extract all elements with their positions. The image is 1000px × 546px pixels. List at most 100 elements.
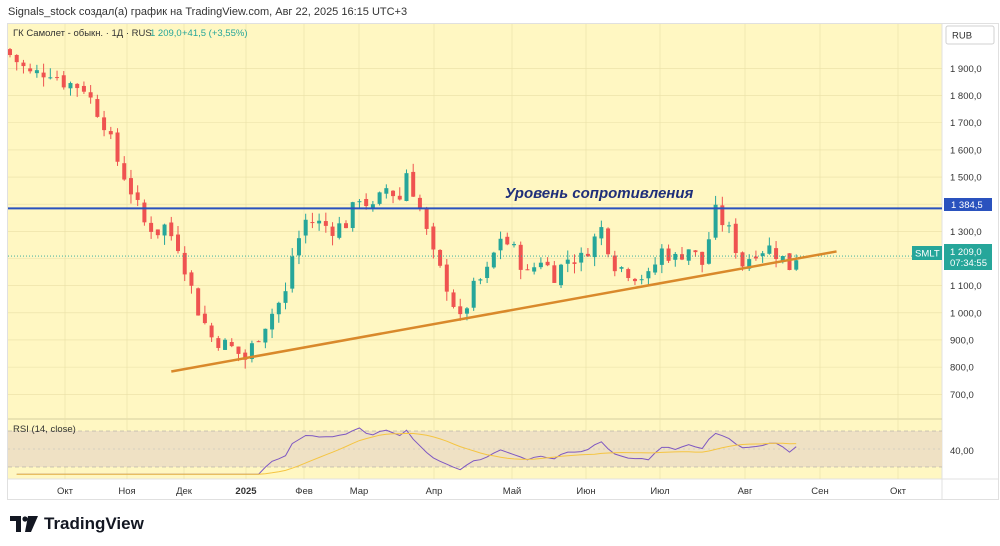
candle-body — [451, 292, 456, 307]
candle-body — [612, 255, 617, 272]
candle-body — [552, 265, 557, 283]
candle-body — [34, 70, 39, 74]
last-price-text: 1 209,0 — [950, 247, 982, 258]
candle-body — [223, 339, 228, 350]
price-axis[interactable]: 1 900,01 800,01 700,01 600,01 500,01 400… — [950, 64, 982, 401]
candle-body — [780, 255, 785, 262]
price-axis-tick: 1 100,0 — [950, 281, 982, 292]
candle-body — [632, 278, 637, 282]
rsi-ma-line — [16, 432, 797, 475]
time-axis-tick: 2025 — [235, 486, 257, 497]
candle-body — [81, 85, 86, 92]
time-axis-tick: Дек — [176, 486, 193, 497]
legend-change: +41,5 (+3,55%) — [182, 28, 248, 39]
tradingview-logo[interactable]: TradingView — [10, 514, 144, 534]
candle-body — [296, 238, 301, 256]
price-axis-tick: 1 300,0 — [950, 227, 982, 238]
price-axis-tick: 1 800,0 — [950, 91, 982, 102]
price-axis-tick: 800,0 — [950, 363, 974, 374]
candle-body — [512, 244, 516, 246]
candle-body — [659, 248, 664, 265]
candle-body — [491, 252, 496, 268]
candle-body — [518, 244, 523, 270]
price-axis-tick: 1 700,0 — [950, 118, 982, 129]
candle-body — [733, 223, 738, 254]
candle-body — [155, 229, 160, 236]
candle-body — [774, 248, 779, 260]
time-axis-tick: Май — [503, 486, 522, 497]
candle-body — [525, 269, 530, 271]
candle-body — [350, 202, 355, 229]
candle-body — [21, 62, 26, 67]
candle-body — [471, 280, 476, 308]
candle-body — [256, 341, 261, 343]
support-trend-line — [171, 250, 837, 373]
candle-body — [8, 49, 12, 56]
candle-body — [196, 288, 201, 316]
candle-body — [115, 132, 120, 162]
candle-body — [572, 262, 577, 264]
candle-body — [599, 227, 604, 239]
candle-body — [585, 253, 590, 257]
legend-symbol[interactable]: ГК Самолет - обыкн. · 1Д · RUS — [13, 28, 152, 39]
candlestick-chart[interactable]: 1 900,01 800,01 700,01 600,01 500,01 400… — [8, 24, 998, 499]
candle-body — [236, 346, 241, 354]
candle-body — [639, 279, 644, 281]
candle-body — [61, 75, 66, 88]
time-axis[interactable]: Окт Ноя Дек 2025 Фев Мар Апр Май Июн Июл Авг Сен Окт — [57, 486, 907, 497]
candle-body — [606, 228, 611, 255]
price-axis-tick: 1 600,0 — [950, 145, 982, 156]
candle-body — [458, 306, 463, 315]
candle-body — [559, 264, 564, 286]
candle-body — [330, 226, 335, 236]
candle-body — [357, 201, 362, 203]
rsi-label[interactable]: RSI (14, close) — [13, 424, 76, 435]
candle-body — [384, 188, 389, 194]
candle-body — [686, 249, 691, 261]
time-axis-tick: Окт — [57, 486, 74, 497]
candle-body — [263, 328, 268, 343]
time-axis-tick: Сен — [811, 486, 828, 497]
candle-body — [290, 256, 295, 289]
candle-body — [14, 54, 19, 63]
price-axis-tick: 1 000,0 — [950, 308, 982, 319]
last-price-badge — [944, 244, 992, 270]
resistance-label: Уровень сопротивления — [505, 185, 694, 202]
candle-body — [753, 256, 758, 259]
candle-body — [673, 253, 678, 260]
candle-body — [55, 77, 60, 79]
candle-body — [485, 266, 490, 278]
candle-body — [75, 83, 80, 89]
candle-body — [411, 171, 416, 197]
candle-body — [283, 291, 288, 303]
candle-body — [270, 313, 275, 330]
candle-body — [303, 219, 308, 236]
candle-body — [377, 192, 382, 204]
ticker-badge — [912, 246, 942, 260]
candle-body — [464, 308, 469, 314]
time-axis-tick: Окт — [890, 486, 907, 497]
candle-body — [41, 72, 46, 78]
candle-body — [438, 249, 443, 266]
candle-body — [767, 245, 772, 254]
candle-body — [505, 236, 510, 245]
candle-body — [169, 222, 174, 237]
candle-body — [189, 272, 194, 286]
candle-body — [95, 99, 100, 117]
countdown-text: 07:34:55 — [950, 258, 987, 269]
candle-body — [592, 236, 597, 258]
time-axis-tick: Апр — [426, 486, 443, 497]
candle-body — [404, 173, 409, 201]
candle-body — [693, 250, 698, 253]
price-axis-tick: 700,0 — [950, 390, 974, 401]
candle-body — [135, 192, 140, 200]
ticker-text: SMLT — [915, 249, 940, 260]
rsi-pane — [8, 427, 942, 475]
tradingview-logo-icon — [10, 516, 38, 532]
currency-button[interactable] — [945, 25, 995, 45]
candle-body — [431, 226, 436, 250]
candle-body — [276, 302, 281, 315]
candle-body — [713, 204, 718, 238]
candle-body — [740, 252, 745, 267]
price-axis-tick: 1 900,0 — [950, 64, 982, 75]
